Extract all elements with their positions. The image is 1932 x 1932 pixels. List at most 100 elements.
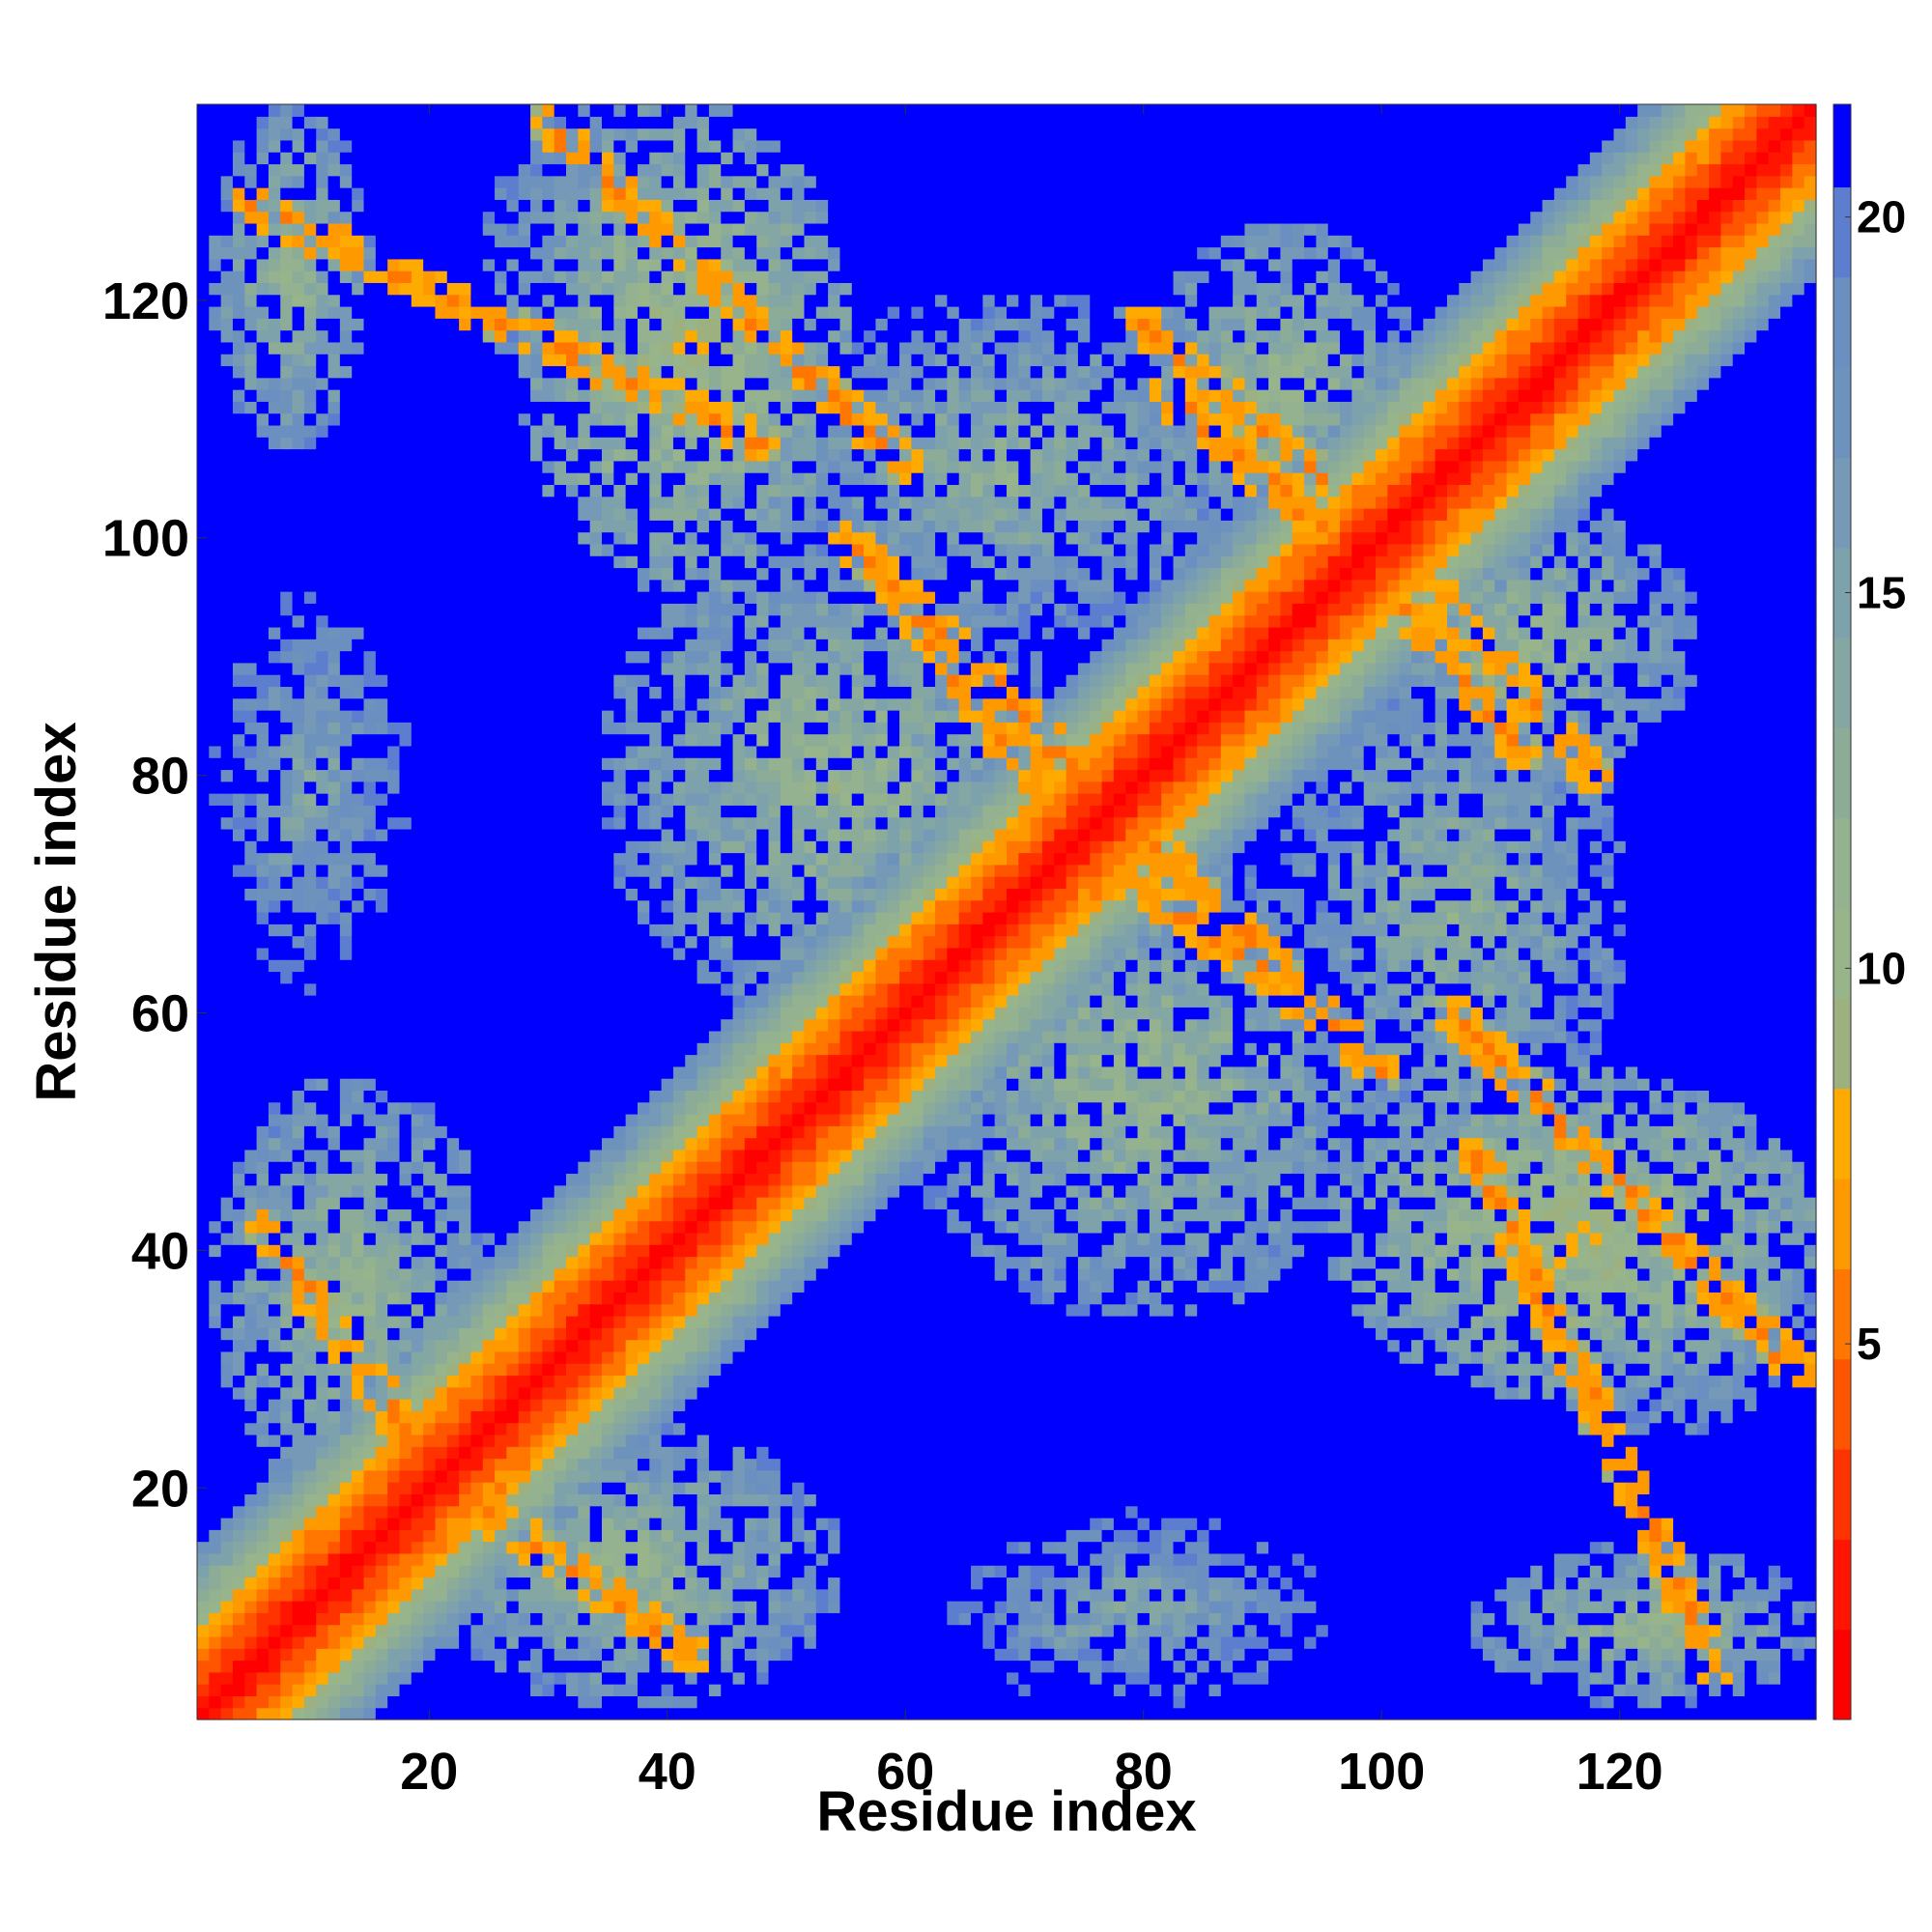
heatmap-cell bbox=[197, 1529, 210, 1543]
heatmap-cell bbox=[220, 995, 234, 1008]
heatmap-cell bbox=[220, 793, 234, 806]
heatmap-cell bbox=[363, 982, 377, 996]
heatmap-cell bbox=[268, 1695, 281, 1709]
heatmap-cell bbox=[209, 1684, 222, 1697]
heatmap-cell bbox=[387, 365, 401, 379]
heatmap-cell bbox=[280, 1220, 294, 1234]
heatmap-cell bbox=[209, 1529, 222, 1543]
heatmap-cell bbox=[411, 1624, 424, 1637]
heatmap-cell bbox=[435, 971, 448, 984]
heatmap-cell bbox=[292, 1588, 305, 1602]
heatmap-cell bbox=[197, 1078, 210, 1092]
heatmap-cell bbox=[482, 448, 496, 462]
heatmap-cell bbox=[506, 1565, 520, 1578]
heatmap-cell bbox=[209, 1114, 222, 1126]
heatmap-cell bbox=[244, 222, 258, 236]
heatmap-cell bbox=[470, 1624, 484, 1637]
heatmap-cell bbox=[399, 959, 412, 973]
heatmap-cell bbox=[530, 1624, 543, 1637]
heatmap-cell bbox=[363, 912, 377, 924]
heatmap-cell bbox=[197, 781, 210, 794]
heatmap-cell bbox=[446, 1446, 460, 1460]
heatmap-cell bbox=[280, 128, 294, 141]
heatmap-cell bbox=[446, 365, 460, 379]
heatmap-cell bbox=[280, 222, 294, 236]
heatmap-cell bbox=[459, 662, 472, 675]
heatmap-cell bbox=[316, 1529, 329, 1543]
heatmap-cell bbox=[268, 710, 281, 723]
heatmap-cell bbox=[363, 1410, 377, 1424]
heatmap-cell bbox=[530, 1422, 543, 1435]
heatmap-cell bbox=[316, 1458, 329, 1471]
heatmap-cell bbox=[232, 163, 245, 177]
heatmap-cell bbox=[339, 1624, 353, 1637]
heatmap-cell bbox=[530, 306, 543, 319]
heatmap-cell bbox=[530, 1137, 543, 1151]
heatmap-cell bbox=[316, 246, 329, 260]
heatmap-cell bbox=[387, 424, 401, 438]
heatmap-cell bbox=[209, 222, 222, 236]
heatmap-cell bbox=[316, 1434, 329, 1447]
heatmap-cell bbox=[303, 437, 317, 450]
heatmap-cell bbox=[602, 1054, 614, 1067]
heatmap-cell bbox=[446, 1149, 460, 1162]
heatmap-cell bbox=[566, 1386, 579, 1400]
heatmap-cell bbox=[387, 1386, 401, 1400]
heatmap-cell bbox=[530, 1518, 543, 1530]
heatmap-cell bbox=[339, 1612, 353, 1626]
heatmap-cell bbox=[232, 306, 245, 319]
heatmap-cell bbox=[292, 1280, 305, 1293]
heatmap-cell bbox=[602, 864, 614, 877]
heatmap-cell bbox=[446, 1493, 460, 1507]
heatmap-cell bbox=[197, 520, 210, 533]
heatmap-cell bbox=[506, 1149, 520, 1162]
heatmap-cell bbox=[554, 662, 567, 675]
heatmap-cell bbox=[459, 1267, 472, 1281]
heatmap-cell bbox=[387, 603, 401, 616]
heatmap-cell bbox=[387, 781, 401, 794]
heatmap-cell bbox=[602, 1256, 614, 1269]
heatmap-cell bbox=[352, 341, 365, 355]
heatmap-cell bbox=[375, 1350, 388, 1364]
heatmap-cell bbox=[602, 1588, 614, 1602]
heatmap-cell bbox=[589, 591, 603, 604]
heatmap-cell bbox=[495, 1601, 508, 1613]
heatmap-cell bbox=[375, 733, 388, 747]
heatmap-cell bbox=[613, 745, 627, 758]
heatmap-cell bbox=[482, 555, 496, 569]
heatmap-cell bbox=[542, 424, 555, 438]
heatmap-cell bbox=[482, 614, 496, 628]
heatmap-cell bbox=[530, 329, 543, 343]
heatmap-cell bbox=[220, 840, 234, 854]
heatmap-cell bbox=[209, 639, 222, 652]
heatmap-cell bbox=[518, 781, 531, 794]
heatmap-cell bbox=[566, 1588, 579, 1602]
heatmap-cell bbox=[375, 697, 388, 711]
heatmap-cell bbox=[327, 1660, 341, 1673]
heatmap-cell bbox=[280, 448, 294, 462]
heatmap-cell bbox=[613, 1434, 627, 1447]
heatmap-cell bbox=[339, 116, 353, 129]
heatmap-cell bbox=[352, 437, 365, 450]
heatmap-cell bbox=[339, 1114, 353, 1126]
heatmap-cell bbox=[423, 329, 437, 343]
heatmap-cell bbox=[232, 769, 245, 782]
heatmap-cell bbox=[352, 923, 365, 937]
heatmap-cell bbox=[292, 282, 305, 296]
heatmap-cell bbox=[327, 377, 341, 390]
heatmap-cell bbox=[244, 1707, 258, 1720]
heatmap-cell bbox=[495, 270, 508, 284]
heatmap-cell bbox=[470, 1161, 484, 1175]
heatmap-cell bbox=[446, 1541, 460, 1554]
heatmap-cell bbox=[506, 531, 520, 545]
heatmap-cell bbox=[399, 1446, 412, 1460]
heatmap-cell bbox=[327, 258, 341, 271]
heatmap-cell bbox=[578, 1386, 591, 1400]
heatmap-cell bbox=[411, 484, 424, 497]
heatmap-cell bbox=[244, 912, 258, 924]
heatmap-cell bbox=[209, 1410, 222, 1424]
heatmap-cell bbox=[327, 270, 341, 284]
heatmap-cell bbox=[470, 1493, 484, 1507]
heatmap-cell bbox=[387, 1303, 401, 1317]
heatmap-cell bbox=[495, 982, 508, 996]
